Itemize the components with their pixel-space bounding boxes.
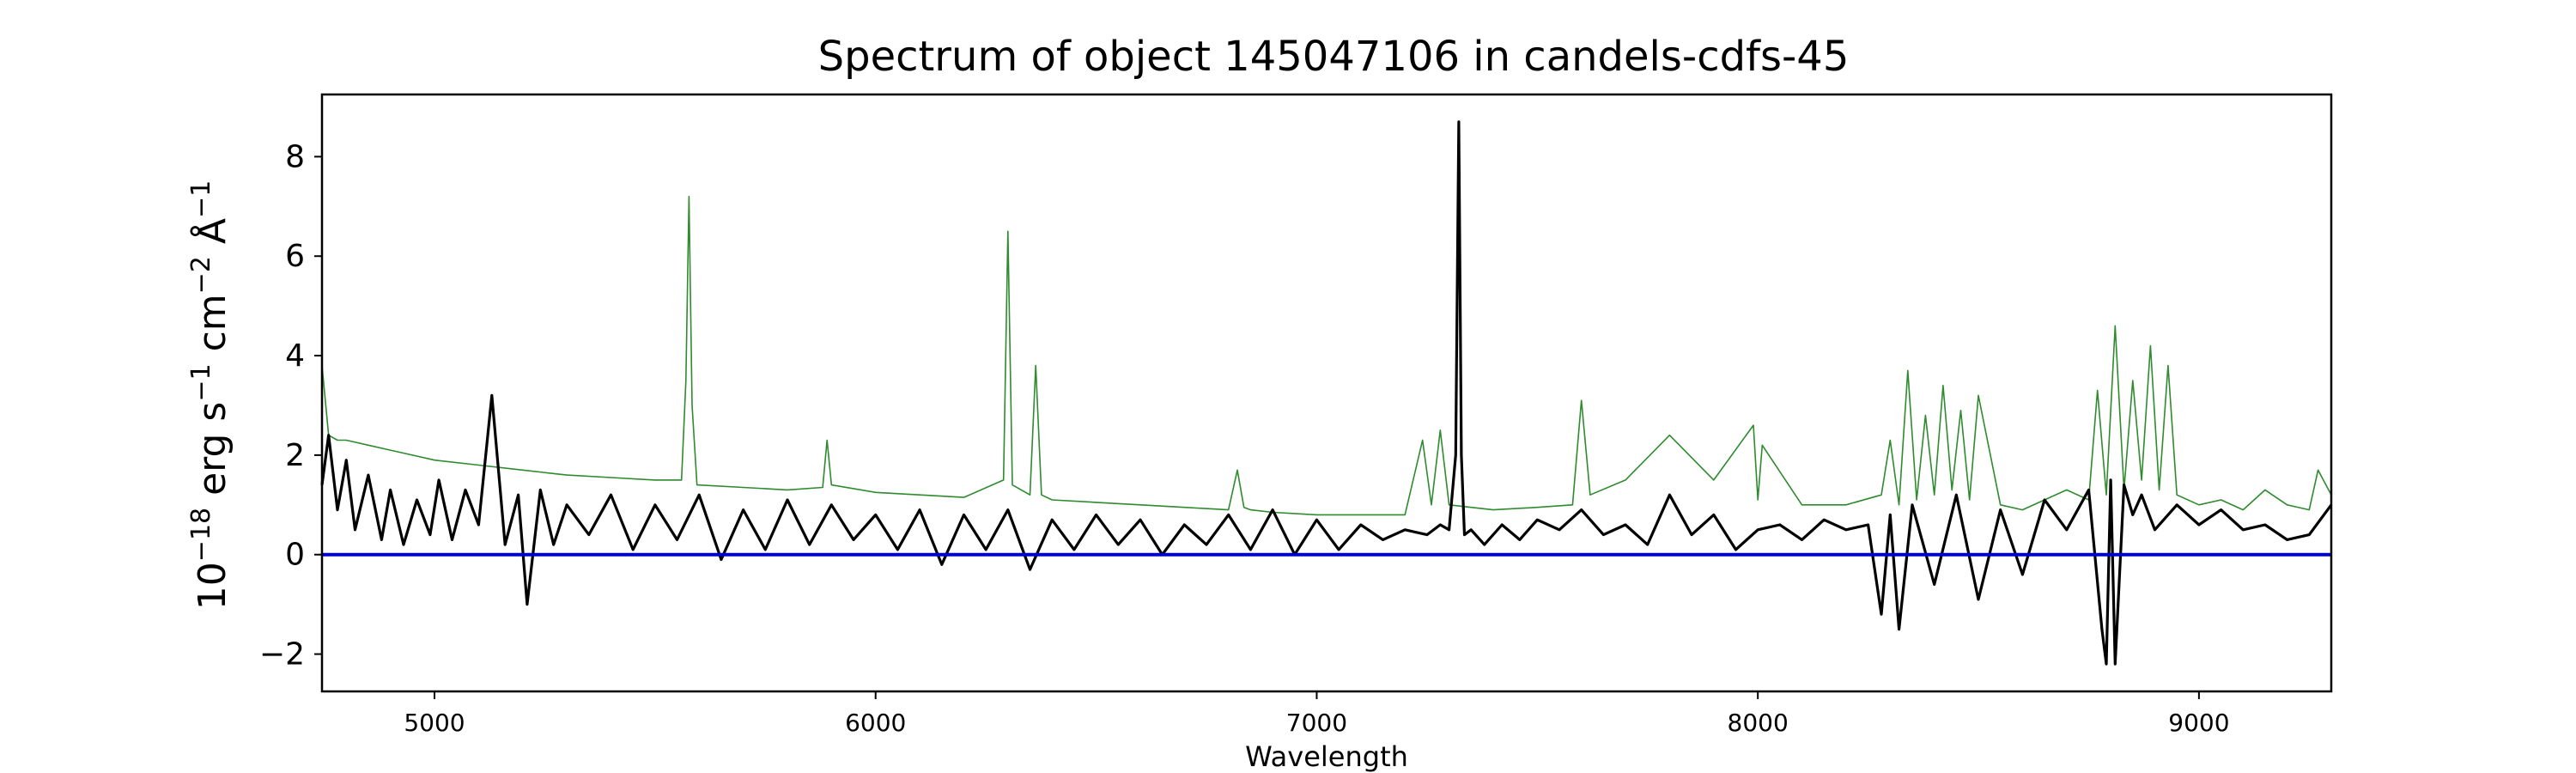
y-label-exp-1: −18 <box>186 508 216 562</box>
x-tick-label: 7000 <box>1286 709 1347 737</box>
y-label-exp-3: −2 <box>186 256 216 294</box>
x-tick-label: 9000 <box>2168 709 2229 737</box>
flux-spectrum-line <box>320 120 2333 666</box>
y-tick-label: 6 <box>285 239 305 274</box>
y-tick-label: 0 <box>285 538 305 573</box>
chart-title: Spectrum of object 145047106 in candels-… <box>818 33 1850 81</box>
plot-area <box>320 93 2333 693</box>
noise-spectrum-line <box>321 195 2332 516</box>
y-label-unit-cm: cm <box>191 294 234 363</box>
y-tick-label: −2 <box>259 637 305 673</box>
x-tick-label: 8000 <box>1728 709 1789 737</box>
plot-background <box>322 94 2331 691</box>
y-label-base: 10 <box>191 562 234 610</box>
x-axis: 5000 6000 7000 8000 9000 <box>404 691 2230 737</box>
x-tick-label: 6000 <box>845 709 906 737</box>
y-tick-label: 8 <box>285 139 305 174</box>
y-axis-label: 10−18 erg s−1 cm−2 Å−1 <box>186 180 234 610</box>
x-tick-label: 5000 <box>404 709 465 737</box>
y-label-unit-angstrom: Å <box>189 218 234 256</box>
y-label-exp-2: −1 <box>186 363 216 401</box>
y-label-unit-erg-s: erg s <box>191 402 234 508</box>
y-label-exp-4: −1 <box>186 180 216 218</box>
x-axis-label: Wavelength <box>1245 740 1408 773</box>
y-axis: −2 0 2 4 6 8 <box>259 139 322 673</box>
y-tick-label: 4 <box>285 338 305 374</box>
series-layer <box>320 120 2333 666</box>
plot-frame <box>320 93 2333 693</box>
y-tick-label: 2 <box>285 438 305 473</box>
